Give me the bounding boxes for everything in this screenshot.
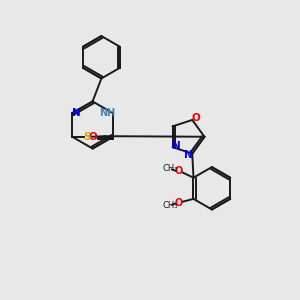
Text: O: O — [175, 198, 183, 208]
Text: N: N — [72, 108, 80, 118]
Text: CH₃: CH₃ — [162, 201, 178, 210]
Text: CH₃: CH₃ — [162, 164, 178, 173]
Text: N: N — [172, 141, 180, 151]
Text: O: O — [191, 112, 200, 123]
Text: O: O — [89, 132, 98, 142]
Text: N: N — [184, 150, 193, 160]
Text: NH: NH — [100, 108, 116, 118]
Text: O: O — [175, 166, 183, 176]
Text: S: S — [84, 132, 91, 142]
